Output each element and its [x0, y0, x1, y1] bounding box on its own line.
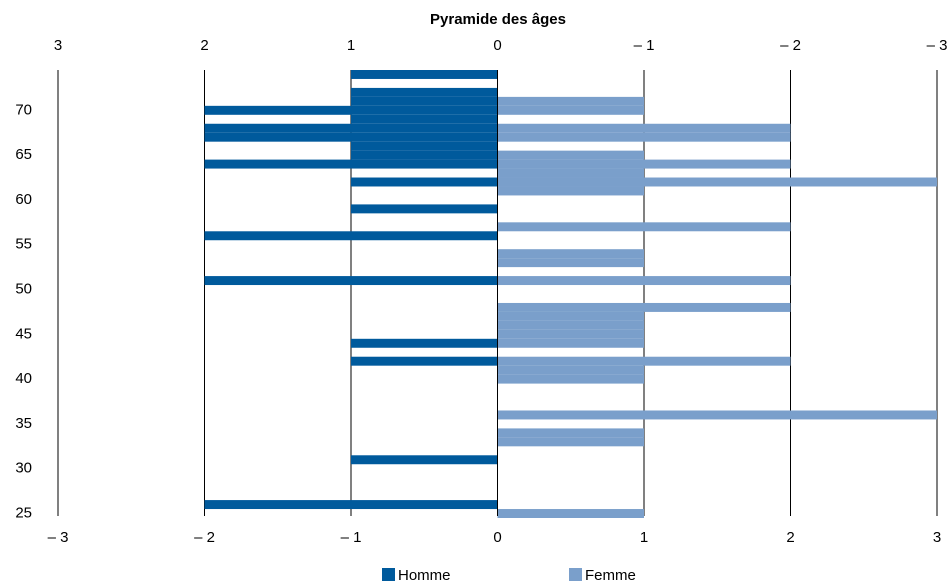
y-tick-label: 35 [15, 415, 32, 432]
bar [497, 222, 791, 232]
bar [204, 123, 498, 133]
x-tick-label: 0 [493, 529, 501, 546]
bar [351, 204, 498, 214]
bar [351, 141, 498, 151]
bar [497, 302, 791, 312]
x2-tick-label: 3 [54, 37, 62, 54]
bar [497, 96, 644, 106]
x-tick-label: – 3 [48, 529, 69, 546]
bar [497, 320, 644, 330]
x-tick-label: – 1 [341, 529, 362, 546]
bar [497, 338, 644, 348]
legend-swatch [382, 568, 395, 581]
bar [497, 132, 791, 142]
x2-tick-label: 0 [493, 37, 501, 54]
legend-swatch [569, 568, 582, 581]
bar [204, 500, 498, 510]
x2-tick-label: 2 [200, 37, 208, 54]
y-tick-label: 55 [15, 236, 32, 253]
x-tick-label: 1 [640, 529, 648, 546]
chart-title: Pyramide des âges [430, 11, 566, 28]
bar [497, 428, 644, 438]
bar [351, 455, 498, 465]
x2-tick-label: – 2 [780, 37, 801, 54]
bar [497, 276, 791, 286]
x2-tick-label: 1 [347, 37, 355, 54]
bar [204, 159, 498, 169]
x2-tick-label: – 3 [927, 37, 948, 54]
bar [497, 186, 644, 196]
bar [497, 177, 937, 187]
x-tick-label: 2 [786, 529, 794, 546]
bar [497, 159, 791, 169]
bar [204, 132, 498, 142]
bar [204, 105, 498, 115]
bar [204, 276, 498, 286]
bar [497, 123, 791, 133]
bar [497, 249, 644, 259]
legend-label: Femme [585, 567, 636, 584]
bar [204, 231, 498, 241]
bar [351, 96, 498, 106]
bar [351, 338, 498, 348]
y-tick-label: 30 [15, 460, 32, 477]
y-tick-label: 60 [15, 191, 32, 208]
bar [497, 509, 644, 518]
bar [497, 410, 937, 420]
bar [497, 311, 644, 321]
x-tick-label: – 2 [194, 529, 215, 546]
bar [497, 356, 791, 366]
bar [497, 258, 644, 268]
bar [497, 437, 644, 447]
bar [497, 105, 644, 115]
y-tick-label: 40 [15, 370, 32, 387]
bar [351, 114, 498, 124]
bar [351, 150, 498, 160]
bar [351, 87, 498, 97]
bar [497, 168, 644, 178]
y-tick-label: 50 [15, 280, 32, 297]
bar [497, 374, 644, 384]
bar [351, 177, 498, 187]
x2-tick-label: – 1 [634, 37, 655, 54]
bar [351, 70, 498, 79]
bar [497, 150, 644, 160]
bar [497, 365, 644, 375]
y-tick-label: 70 [15, 101, 32, 118]
x-tick-label: 3 [933, 529, 941, 546]
y-tick-label: 45 [15, 325, 32, 342]
legend-label: Homme [398, 567, 451, 584]
y-tick-label: 65 [15, 146, 32, 163]
bar [351, 356, 498, 366]
y-tick-label: 25 [15, 504, 32, 521]
bar [497, 329, 644, 339]
